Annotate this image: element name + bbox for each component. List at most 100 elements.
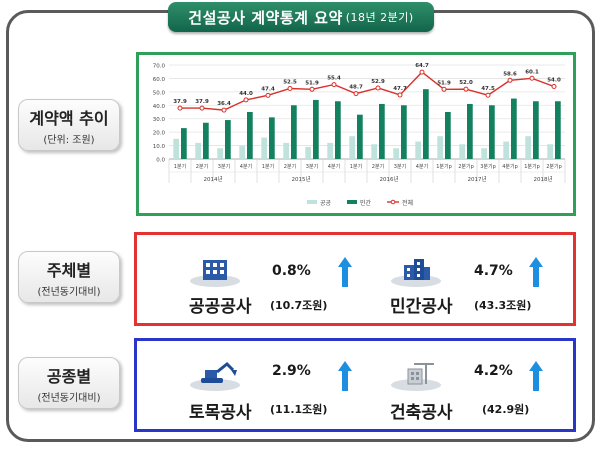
x-tick-label: 2분기 <box>284 163 296 170</box>
civil-up-arrow-icon <box>338 361 352 391</box>
total-point <box>243 97 249 103</box>
public-bar <box>437 136 443 159</box>
total-point <box>309 86 315 92</box>
type-label: 공종별 <box>46 366 92 386</box>
public-bar <box>283 142 289 159</box>
public-bar <box>503 141 509 159</box>
contract-trend-chart: 0.0 10.0 20.0 30.0 40.0 50.0 60.0 70.0 1분기 2분기 3분기… <box>153 63 566 207</box>
private-bar <box>467 103 473 159</box>
x-tick-label: 4분기 <box>328 163 340 170</box>
public-bar <box>547 144 553 159</box>
x-tick-label: 3분기p <box>480 163 496 170</box>
data-label: 37.9 <box>195 99 209 105</box>
data-label: 44.0 <box>239 91 253 97</box>
legend-label-public: 공공 <box>320 200 332 207</box>
total-point <box>485 92 491 98</box>
public-bar <box>239 145 245 159</box>
public-works-pct: 0.8% <box>272 263 311 279</box>
private-bar <box>533 101 539 159</box>
office-building-icon <box>390 257 442 287</box>
private-bar <box>335 101 341 159</box>
building-construction-icon <box>390 361 442 391</box>
legend-label-total: 전체 <box>402 199 413 207</box>
private-works-pct: 4.7% <box>474 263 513 279</box>
total-point <box>441 86 447 92</box>
excavator-icon <box>189 361 241 391</box>
total-point <box>177 105 183 111</box>
x-tick-label: 2분기 <box>372 163 384 170</box>
total-line <box>180 71 555 111</box>
data-label: 51.9 <box>305 80 319 86</box>
page-title-banner: 건설공사 계약통계 요약 (18년 2분기) <box>168 2 434 32</box>
total-point <box>199 105 205 111</box>
year-label: 2018년 <box>533 175 552 183</box>
private-bar <box>401 105 407 159</box>
x-tick-label: 4분기 <box>240 163 252 170</box>
total-point <box>419 69 425 75</box>
y-tick-label: 10.0 <box>153 144 166 150</box>
entity-label-box: 주체별 (전년동기대비) <box>18 251 120 303</box>
x-tick-label: 1분기 <box>262 163 274 170</box>
chart-panel: 0.0 10.0 20.0 30.0 40.0 50.0 60.0 70.0 1분기 2분기 3분기… <box>136 52 576 216</box>
private-bar <box>313 99 319 159</box>
civil-works-pct: 2.9% <box>272 363 311 379</box>
total-point <box>331 82 337 88</box>
public-bar <box>393 148 399 159</box>
public-bar <box>349 136 355 159</box>
private-works-amount: (43.3조원) <box>474 299 532 312</box>
year-label: 2016년 <box>379 175 398 183</box>
private-bar <box>181 128 187 159</box>
type-panel: 토목공사 2.9% (11.1조원) 건축공사 4.2% (42.9원) <box>134 338 576 432</box>
public-bar <box>217 148 223 159</box>
civil-works-label: 토목공사 <box>189 403 252 423</box>
public-bar <box>173 138 179 159</box>
private-works-label: 민간공사 <box>390 297 453 317</box>
data-label: 52.0 <box>459 80 473 86</box>
public-bar <box>195 142 201 159</box>
private-bar <box>511 98 517 159</box>
total-point <box>463 86 469 92</box>
public-bar <box>371 144 377 159</box>
year-label: 2014년 <box>203 175 222 183</box>
data-label: 51.9 <box>437 80 451 86</box>
x-tick-label: 1분기p <box>524 163 540 170</box>
data-label: 52.5 <box>283 80 297 86</box>
x-tick-label: 2분기 <box>196 163 208 170</box>
y-tick-label: 40.0 <box>153 104 166 110</box>
building-works-amount: (42.9원) <box>482 403 530 416</box>
total-point <box>287 86 293 91</box>
public-bar <box>327 142 333 159</box>
legend-marker-total <box>390 199 396 205</box>
building-works-label: 건축공사 <box>390 403 453 423</box>
private-bar <box>225 120 231 159</box>
year-label: 2015년 <box>291 175 310 183</box>
total-point <box>265 92 271 98</box>
total-point <box>529 75 535 81</box>
x-tick-label: 3분기 <box>394 163 406 170</box>
data-label: 54.0 <box>547 77 561 83</box>
public-bar <box>415 141 421 159</box>
year-label: 2017년 <box>467 175 486 183</box>
public-works-amount: (10.7조원) <box>270 299 328 312</box>
y-tick-label: 70.0 <box>153 64 166 70</box>
page-title: 건설공사 계약통계 요약 <box>188 8 343 27</box>
public-up-arrow-icon <box>338 257 352 287</box>
data-label: 48.7 <box>349 85 363 91</box>
y-tick-label: 30.0 <box>153 117 166 123</box>
government-building-icon <box>189 257 241 287</box>
y-tick-label: 60.0 <box>153 77 166 83</box>
total-point <box>397 92 403 98</box>
total-point <box>551 83 557 89</box>
x-tick-label: 3분기 <box>306 163 318 170</box>
x-tick-label: 1분기p <box>436 163 452 170</box>
trend-unit: (단위: 조원) <box>43 134 95 146</box>
private-bar <box>445 112 451 159</box>
private-bar <box>379 103 385 159</box>
page-subtitle: (18년 2분기) <box>345 11 414 24</box>
public-bar <box>261 137 267 159</box>
total-point <box>221 107 227 113</box>
x-tick-label: 3분기 <box>218 163 230 170</box>
type-sub: (전년동기대비) <box>37 392 101 404</box>
legend-swatch-private <box>347 200 357 204</box>
x-tick-label: 4분기p <box>502 163 518 170</box>
